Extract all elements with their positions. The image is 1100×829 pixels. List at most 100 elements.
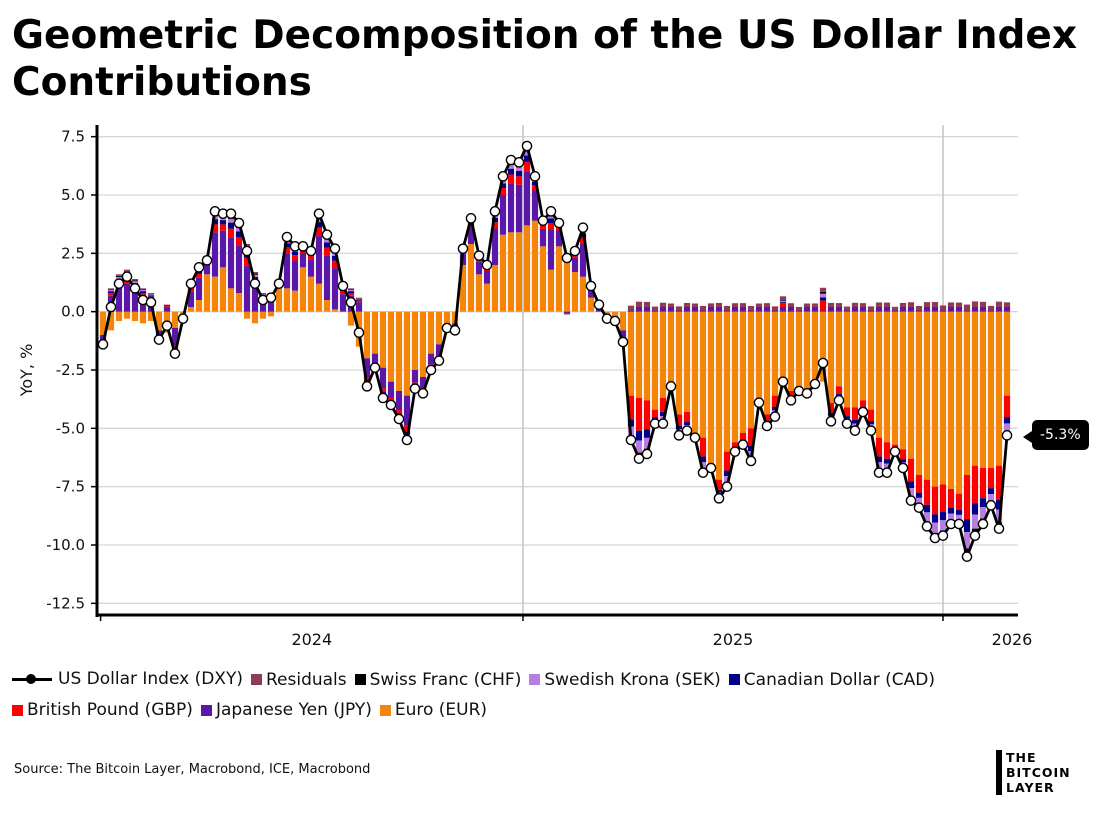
dxy-point bbox=[297, 241, 309, 252]
bar-sek bbox=[1003, 423, 1011, 432]
bar-gbp bbox=[211, 224, 219, 233]
bar-sek bbox=[147, 294, 155, 296]
color-swatch-icon bbox=[200, 704, 212, 716]
bar-chf bbox=[115, 275, 123, 277]
bar-eur bbox=[411, 311, 419, 370]
bar-jpy bbox=[939, 310, 947, 312]
bar-gbp bbox=[579, 237, 587, 244]
dxy-point bbox=[633, 453, 645, 464]
bar-chf bbox=[819, 291, 827, 294]
bar-sek bbox=[819, 293, 827, 298]
bar-residuals bbox=[115, 274, 123, 276]
bar-gbp bbox=[731, 442, 739, 448]
bar-residuals bbox=[859, 303, 867, 307]
bar-cad bbox=[771, 407, 779, 411]
bar-jpy bbox=[483, 270, 491, 284]
bar-chf bbox=[259, 293, 267, 295]
bar-eur bbox=[883, 311, 891, 443]
dxy-point bbox=[953, 518, 965, 530]
dxy-point bbox=[577, 222, 589, 233]
bar-chf bbox=[163, 304, 171, 306]
bar-eur bbox=[443, 311, 451, 326]
bar-gbp bbox=[947, 489, 955, 508]
dxy-point bbox=[361, 381, 373, 392]
legend-item-dxy: US Dollar Index (DXY) bbox=[12, 664, 243, 694]
bar-eur bbox=[251, 311, 259, 324]
bar-gbp bbox=[971, 465, 979, 504]
bar-eur bbox=[139, 311, 147, 324]
bar-eur bbox=[899, 311, 907, 450]
bar-cad bbox=[147, 295, 155, 297]
legend-label: British Pound (GBP) bbox=[27, 700, 193, 720]
bar-residuals bbox=[107, 288, 115, 290]
bar-eur bbox=[675, 311, 683, 415]
bar-jpy bbox=[811, 307, 819, 312]
dxy-point bbox=[817, 357, 829, 369]
bar-sek bbox=[963, 532, 971, 549]
bar-jpy bbox=[427, 353, 435, 365]
bar-cad bbox=[779, 302, 787, 304]
bar-residuals bbox=[139, 288, 147, 290]
bar-gbp bbox=[539, 225, 547, 229]
bar-jpy bbox=[379, 367, 387, 389]
bar-residuals bbox=[163, 304, 171, 306]
bar-gbp bbox=[659, 398, 667, 412]
bar-gbp bbox=[699, 437, 707, 457]
bar-gbp bbox=[107, 293, 115, 296]
bar-residuals bbox=[827, 302, 835, 307]
bar-eur bbox=[627, 311, 635, 396]
bar-jpy bbox=[267, 298, 275, 312]
bar-sek bbox=[547, 215, 555, 219]
bar-residuals bbox=[963, 304, 971, 311]
bar-jpy bbox=[203, 264, 211, 275]
bar-jpy bbox=[307, 259, 315, 277]
color-swatch-icon bbox=[354, 674, 366, 685]
bar-residuals bbox=[907, 302, 915, 307]
legend-label: Canadian Dollar (CAD) bbox=[743, 669, 935, 690]
y-tick-label: -2.5 bbox=[56, 361, 85, 379]
bar-eur bbox=[419, 311, 427, 377]
bar-jpy bbox=[795, 310, 803, 312]
dxy-point bbox=[561, 252, 573, 264]
dxy-point bbox=[153, 334, 165, 345]
bar-gbp bbox=[635, 398, 643, 431]
bar-eur bbox=[395, 311, 403, 391]
bar-eur bbox=[819, 311, 827, 382]
bar-eur bbox=[483, 283, 491, 312]
bar-residuals bbox=[683, 302, 691, 307]
bar-eur bbox=[563, 255, 571, 312]
bar-residuals bbox=[627, 305, 635, 311]
bar-sek bbox=[955, 514, 963, 521]
dxy-point bbox=[121, 271, 133, 282]
bar-jpy bbox=[923, 307, 931, 312]
dxy-point bbox=[369, 362, 381, 373]
bar-jpy bbox=[371, 353, 379, 364]
dxy-point bbox=[569, 245, 581, 257]
bar-eur bbox=[491, 265, 499, 312]
bar-residuals bbox=[123, 269, 131, 272]
dxy-point bbox=[713, 493, 725, 504]
dxy-point bbox=[177, 313, 189, 324]
bar-residuals bbox=[355, 297, 363, 299]
bar-cad bbox=[331, 255, 339, 261]
bar-gbp bbox=[883, 442, 891, 459]
bar-jpy bbox=[219, 230, 227, 268]
bar-gbp bbox=[651, 409, 659, 418]
y-tick-label: 2.5 bbox=[61, 244, 85, 262]
bar-gbp bbox=[547, 223, 555, 230]
dxy-point bbox=[977, 518, 989, 530]
bar-eur bbox=[467, 244, 475, 312]
dxy-point bbox=[465, 213, 477, 224]
bar-eur bbox=[667, 311, 675, 387]
bar-eur bbox=[219, 267, 227, 312]
bar-residuals bbox=[259, 293, 267, 294]
bar-eur bbox=[459, 265, 467, 312]
bar-gbp bbox=[875, 437, 883, 457]
bar-sek bbox=[523, 151, 531, 156]
bar-residuals bbox=[635, 301, 643, 307]
bar-residuals bbox=[819, 287, 827, 292]
bar-sek bbox=[923, 512, 931, 522]
bar-gbp bbox=[499, 188, 507, 195]
bar-eur bbox=[187, 307, 195, 312]
bar-jpy bbox=[507, 183, 515, 233]
